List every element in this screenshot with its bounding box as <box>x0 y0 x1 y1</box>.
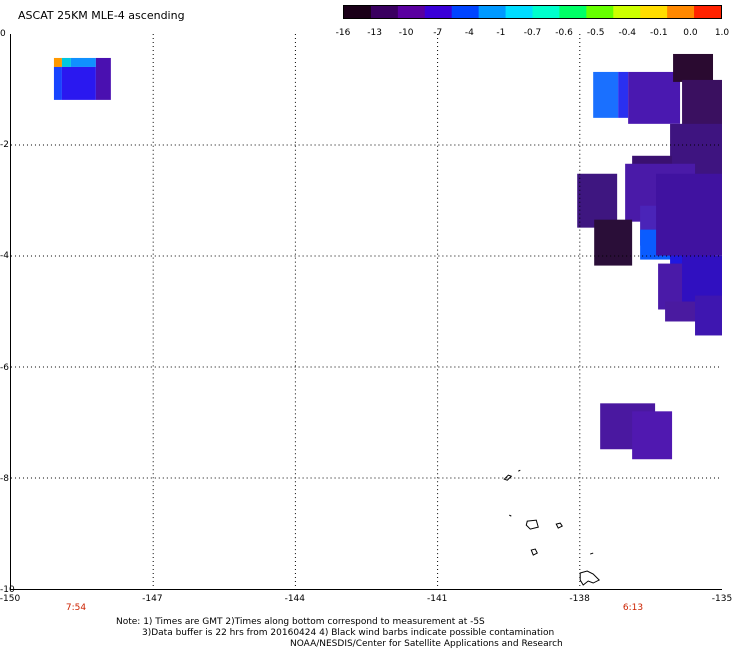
map-plot <box>10 34 722 590</box>
y-axis-label: -10 <box>0 585 15 595</box>
island-outline <box>590 552 594 555</box>
time-right: 6:13 <box>622 603 644 613</box>
colorbar-segment <box>505 6 533 18</box>
colorbar-segment <box>370 6 399 18</box>
y-axis-label: -2 <box>0 140 9 151</box>
y-axis-label: -4 <box>0 251 9 262</box>
island-outline <box>579 570 601 586</box>
colorbar-segment <box>559 6 587 18</box>
note-line-3: NOAA/NESDIS/Center for Satellite Applica… <box>290 639 563 649</box>
colorbar-segment <box>667 6 695 18</box>
time-left: 7:54 <box>65 603 87 613</box>
island-outline <box>518 469 521 472</box>
island-outline <box>530 548 538 556</box>
colorbar-label: -10 <box>398 28 414 38</box>
island-outlines <box>503 469 601 586</box>
data-cell <box>95 57 111 100</box>
data-cell <box>594 219 633 266</box>
colorbar-segment <box>613 6 641 18</box>
data-cell <box>70 57 96 67</box>
data-cell <box>682 255 722 302</box>
island-outline <box>509 514 512 517</box>
island-outline <box>525 519 539 530</box>
data-cell <box>628 71 681 124</box>
y-axis-label: -6 <box>0 362 9 373</box>
colorbar-label: -7 <box>433 28 443 38</box>
note-line-1: Note: 1) Times are GMT 2)Times along bot… <box>116 617 485 627</box>
colorbar <box>343 5 722 19</box>
x-axis-label: -150 <box>0 594 21 604</box>
data-cell <box>61 66 96 100</box>
data-cell <box>695 295 722 336</box>
island-outline <box>503 474 513 481</box>
x-axis-label: -144 <box>284 594 306 604</box>
colorbar-label: -4 <box>464 28 474 38</box>
x-axis-label: -147 <box>142 594 163 604</box>
colorbar-segment <box>586 6 614 18</box>
map-title: ASCAT 25KM MLE-4 ascending <box>18 9 185 22</box>
data-cell <box>632 411 673 460</box>
colorbar-segment <box>397 6 426 18</box>
data-cell <box>577 173 618 228</box>
data-cell <box>656 173 722 256</box>
y-axis-label: -8 <box>0 473 9 484</box>
data-cell <box>53 66 62 100</box>
data-cell <box>618 71 629 118</box>
x-axis-label: -135 <box>711 594 733 604</box>
note-line-2: 3)Data buffer is 22 hrs from 20160424 4)… <box>142 628 555 638</box>
colorbar-label: -1 <box>496 28 506 38</box>
colorbar-segment <box>694 6 721 18</box>
x-axis-label: -141 <box>426 594 448 604</box>
y-axis-label: 0 <box>0 29 6 39</box>
colorbar-segment <box>424 6 453 18</box>
data-cell <box>673 53 714 82</box>
data-cell <box>53 57 62 67</box>
colorbar-segment <box>532 6 560 18</box>
x-axis-label: -138 <box>569 594 590 604</box>
data-cell <box>61 57 71 67</box>
grid-lines <box>11 34 722 589</box>
colorbar-label: -0.6 <box>555 28 573 38</box>
colorbar-label: -0.7 <box>523 28 542 38</box>
colorbar-label: -0.1 <box>650 28 668 38</box>
colorbar-segment <box>344 6 372 18</box>
colorbar-segment <box>640 6 668 18</box>
colorbar-label: -0.5 <box>586 28 605 38</box>
island-outline <box>555 522 563 529</box>
colorbar-label: -16 <box>335 28 351 38</box>
colorbar-label: -13 <box>367 28 382 38</box>
data-cell <box>593 71 619 118</box>
colorbar-label: -0.4 <box>618 28 637 38</box>
colorbar-label: 1.0 <box>714 28 730 38</box>
colorbar-segment <box>478 6 507 18</box>
data-cells <box>53 53 722 460</box>
colorbar-segment <box>451 6 480 18</box>
colorbar-label: 0.0 <box>683 28 698 38</box>
